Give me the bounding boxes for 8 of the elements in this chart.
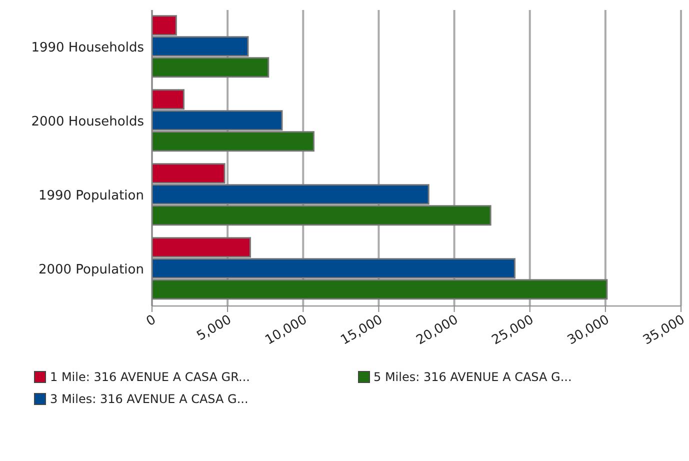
y-tick-label: 1990 Population [38, 188, 144, 204]
legend-label: 1 Mile: 316 AVENUE A CASA GR... [50, 370, 250, 384]
legend-label: 5 Miles: 316 AVENUE A CASA G... [374, 370, 572, 384]
x-tick-label: 0 [144, 312, 159, 330]
y-tick-label: 2000 Households [31, 114, 144, 130]
legend-label: 3 Miles: 316 AVENUE A CASA G... [50, 392, 248, 406]
y-tick-label: 1990 Households [31, 40, 144, 56]
y-tick-label: 2000 Population [38, 262, 144, 278]
